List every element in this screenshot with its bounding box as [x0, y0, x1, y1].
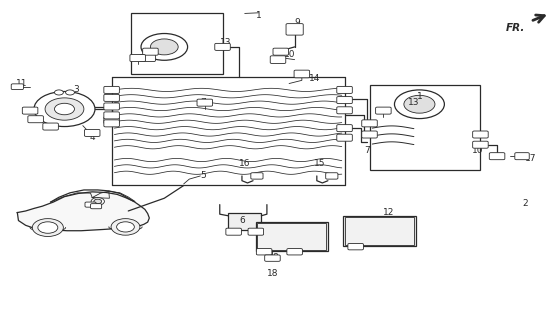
FancyBboxPatch shape: [104, 120, 120, 127]
Text: 18: 18: [267, 268, 279, 278]
FancyBboxPatch shape: [197, 99, 212, 106]
Text: 1: 1: [416, 92, 423, 101]
Circle shape: [404, 95, 435, 113]
FancyBboxPatch shape: [489, 153, 505, 160]
FancyBboxPatch shape: [294, 70, 310, 78]
FancyBboxPatch shape: [515, 153, 529, 160]
Circle shape: [34, 92, 95, 126]
FancyBboxPatch shape: [85, 202, 96, 207]
Text: 7: 7: [200, 98, 206, 107]
Text: 3: 3: [73, 85, 78, 94]
Circle shape: [54, 103, 75, 115]
Text: 7: 7: [364, 146, 370, 155]
FancyBboxPatch shape: [143, 48, 158, 55]
Text: 9: 9: [295, 19, 300, 28]
FancyBboxPatch shape: [337, 86, 353, 93]
Polygon shape: [17, 192, 150, 231]
FancyBboxPatch shape: [248, 228, 264, 235]
Circle shape: [141, 34, 187, 60]
Circle shape: [151, 39, 178, 55]
FancyBboxPatch shape: [337, 134, 353, 141]
Text: 13: 13: [408, 98, 420, 107]
Circle shape: [94, 199, 102, 204]
FancyBboxPatch shape: [104, 103, 120, 110]
FancyBboxPatch shape: [270, 56, 286, 63]
FancyBboxPatch shape: [104, 86, 120, 93]
Circle shape: [91, 197, 105, 205]
Bar: [345, 217, 414, 245]
FancyBboxPatch shape: [11, 84, 23, 90]
Bar: [370, 85, 480, 170]
Circle shape: [54, 90, 63, 95]
Bar: [344, 216, 415, 246]
Text: 10: 10: [472, 146, 484, 155]
FancyBboxPatch shape: [104, 112, 120, 119]
Text: 1: 1: [256, 11, 261, 20]
Bar: [256, 222, 328, 251]
Circle shape: [45, 98, 84, 120]
Text: 10: 10: [284, 50, 295, 59]
Text: 5: 5: [200, 172, 206, 180]
FancyBboxPatch shape: [286, 24, 303, 35]
Circle shape: [32, 219, 63, 236]
FancyBboxPatch shape: [287, 249, 302, 255]
Text: 14: 14: [309, 74, 320, 83]
Bar: [228, 212, 261, 230]
Circle shape: [394, 90, 444, 119]
Text: 16: 16: [239, 159, 251, 168]
FancyBboxPatch shape: [337, 124, 353, 132]
Circle shape: [117, 222, 135, 232]
FancyBboxPatch shape: [265, 255, 280, 261]
FancyBboxPatch shape: [85, 129, 100, 136]
Bar: [257, 223, 326, 250]
Bar: [131, 13, 222, 74]
FancyBboxPatch shape: [376, 107, 391, 114]
FancyBboxPatch shape: [326, 173, 338, 179]
FancyBboxPatch shape: [130, 54, 146, 61]
FancyBboxPatch shape: [104, 117, 120, 124]
FancyBboxPatch shape: [251, 173, 263, 179]
FancyBboxPatch shape: [273, 48, 289, 55]
Text: 11: 11: [16, 79, 27, 88]
FancyBboxPatch shape: [226, 228, 241, 235]
FancyBboxPatch shape: [28, 116, 43, 123]
FancyBboxPatch shape: [91, 204, 102, 209]
FancyBboxPatch shape: [473, 131, 488, 138]
Text: 6: 6: [239, 216, 245, 225]
FancyBboxPatch shape: [215, 44, 230, 50]
FancyBboxPatch shape: [43, 123, 58, 130]
Circle shape: [66, 90, 75, 95]
Text: 4: 4: [90, 133, 95, 142]
FancyBboxPatch shape: [348, 244, 364, 250]
FancyBboxPatch shape: [473, 141, 488, 148]
Text: 2: 2: [522, 198, 528, 207]
Text: 13: 13: [220, 38, 231, 47]
FancyBboxPatch shape: [337, 97, 353, 104]
FancyBboxPatch shape: [140, 54, 156, 61]
FancyBboxPatch shape: [104, 94, 120, 101]
Text: 15: 15: [314, 159, 326, 168]
FancyBboxPatch shape: [362, 120, 378, 127]
Text: 8: 8: [272, 253, 278, 262]
Circle shape: [38, 222, 58, 233]
FancyBboxPatch shape: [22, 107, 38, 114]
Text: FR.: FR.: [505, 23, 525, 33]
FancyBboxPatch shape: [256, 249, 272, 255]
Text: 12: 12: [384, 208, 395, 217]
FancyBboxPatch shape: [362, 131, 378, 138]
Text: 17: 17: [525, 154, 537, 163]
Circle shape: [111, 219, 140, 235]
FancyBboxPatch shape: [337, 107, 353, 114]
